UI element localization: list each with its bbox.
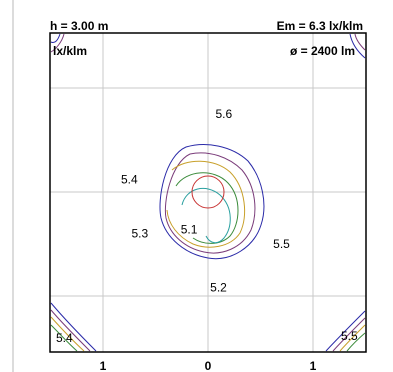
contour-label-5-1: 5.1 (181, 222, 198, 236)
corner-contour-tl-2 (50, 33, 65, 53)
corner-contour-bl-2 (50, 309, 91, 352)
unit-label: lx/klm (53, 44, 87, 58)
corner-contour-br-1 (325, 310, 366, 352)
corner-contour-br-3 (339, 324, 366, 352)
contour-line-5-2 (181, 187, 231, 244)
average-illuminance-label: Em = 6.3 lx/klm (276, 19, 363, 33)
contour-label-5-6: 5.6 (215, 107, 232, 121)
plot-grid (50, 33, 366, 352)
corner-contours-bottom-left (50, 302, 97, 352)
corner-contour-tr-2 (354, 33, 366, 51)
corner-contour-tr-1 (349, 33, 366, 59)
corner-contour-tl-1 (50, 33, 61, 43)
x-tick-label-center: 0 (205, 359, 212, 372)
corner-contour-bl-3 (50, 316, 85, 352)
left-divider (12, 0, 14, 372)
contour-line-5-5 (164, 152, 256, 254)
x-tick-label-right: 1 (310, 359, 317, 372)
corner-contour-br-2 (332, 317, 366, 352)
corner-contour-bl-1 (50, 302, 97, 352)
contour-label-5-2: 5.2 (210, 281, 227, 295)
contour-line-5-1 (191, 175, 225, 209)
corner-contours-top (50, 33, 366, 59)
contour-line-5-3 (175, 172, 239, 244)
contour-lines (159, 144, 265, 260)
corner-contours-bottom-right (325, 310, 366, 352)
corner-contour-br-4 (346, 332, 366, 352)
corner-label-bottom-left: 5.4 (56, 331, 73, 345)
contour-label-5-5: 5.5 (273, 237, 290, 251)
luminous-flux-label: ø = 2400 lm (290, 44, 355, 58)
contour-line-5-6 (159, 144, 265, 260)
contour-label-5-4: 5.4 (121, 173, 138, 187)
contour-line-5-4 (166, 160, 246, 248)
corner-contour-bl-4 (50, 324, 78, 352)
contour-label-5-3: 5.3 (131, 227, 148, 241)
plot-frame (49, 32, 367, 353)
mounting-height-label: h = 3.00 m (50, 19, 109, 33)
corner-label-bottom-right: 5.5 (341, 329, 358, 343)
contour-labels: 5.6 5.4 5.3 5.1 5.5 5.2 (121, 107, 290, 295)
x-tick-label-left: 1 (100, 359, 107, 372)
